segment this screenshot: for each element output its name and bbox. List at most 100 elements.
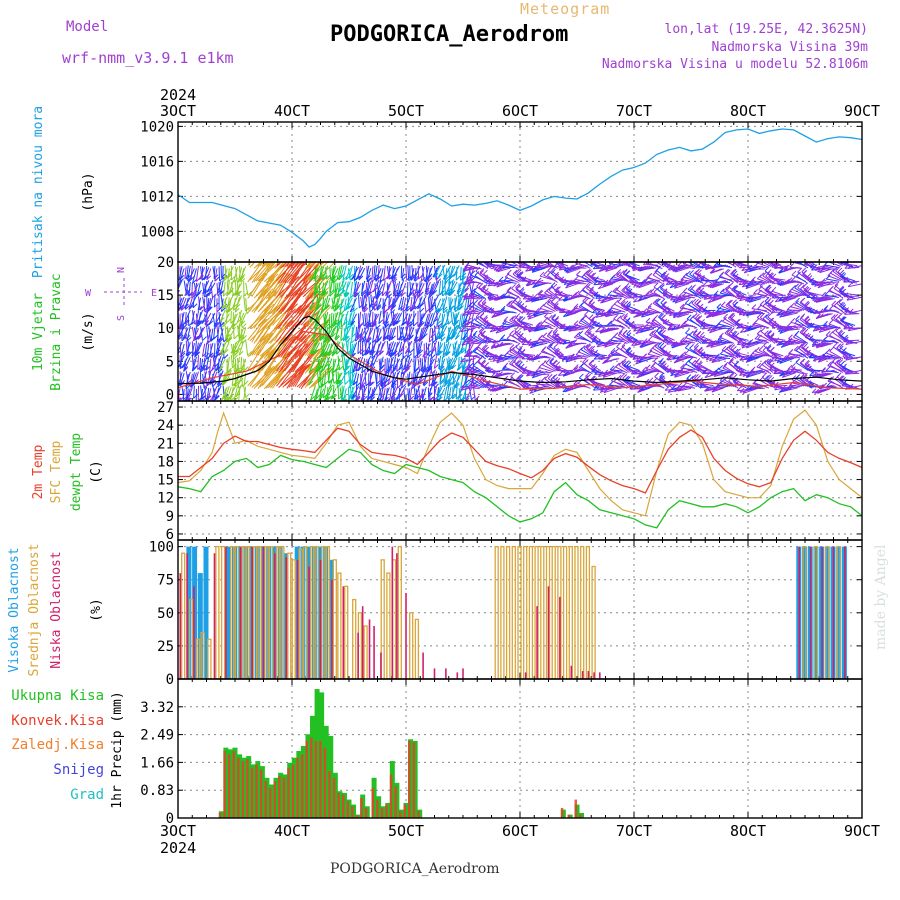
- wind-barb: [192, 356, 197, 370]
- wind-barb: [232, 357, 235, 373]
- wind-barb: [249, 264, 266, 281]
- wind-barb: [308, 371, 316, 386]
- wind-barb: [235, 356, 241, 373]
- wind-barb-flag: [303, 364, 308, 370]
- wind-barb: [314, 358, 321, 372]
- wind-barb: [253, 324, 267, 344]
- model-label: Model: [66, 19, 109, 35]
- wind-barb: [223, 385, 230, 401]
- wind-barb: [324, 387, 333, 401]
- wind-barb: [194, 340, 197, 357]
- wind-barb-flag: [239, 367, 245, 373]
- wind-barb-flag: [311, 246, 315, 250]
- wind-barb: [310, 262, 317, 268]
- wind-barb: [209, 358, 212, 373]
- wind-barb: [220, 280, 224, 295]
- wind-barb-flag: [473, 299, 479, 305]
- wind-barb: [228, 280, 234, 293]
- footer-station: PODGORICA_Aerodrom: [330, 861, 500, 877]
- wind-barb-flag: [517, 254, 521, 258]
- wind-barb-flag: [323, 249, 327, 253]
- wind-barb: [178, 326, 185, 339]
- wind-barb: [337, 386, 340, 400]
- wind-barb: [235, 384, 243, 397]
- wind-barb: [335, 372, 343, 385]
- wind-barb: [330, 388, 337, 400]
- wind-barb: [276, 264, 293, 282]
- wind-barb-flag: [323, 321, 329, 326]
- wind-barb: [226, 370, 232, 382]
- wind-barb: [223, 268, 228, 282]
- wind-barb: [318, 358, 325, 370]
- wind-barb: [383, 265, 386, 281]
- wind-barb-flag: [281, 336, 287, 342]
- wind-barb: [292, 338, 307, 357]
- x-tick-label-top: 9OCT: [844, 102, 880, 120]
- wind-barb: [179, 268, 185, 283]
- wind-barb-flag: [697, 262, 699, 263]
- wind-barb: [251, 264, 265, 284]
- wind-barb-flag: [218, 338, 224, 344]
- wind-barb: [187, 265, 191, 281]
- wind-barb-flag: [238, 337, 243, 343]
- wind-barb-flag: [685, 328, 690, 334]
- y-tick-label: 1020: [140, 119, 174, 135]
- wind-barb: [358, 311, 362, 327]
- wind-barb: [200, 358, 204, 372]
- wind-barb: [313, 281, 323, 296]
- wind-barb: [304, 337, 320, 356]
- wind-barb-flag: [192, 291, 197, 296]
- wind-barb: [327, 358, 333, 371]
- wind-barb: [197, 326, 206, 340]
- wind-barb: [199, 357, 202, 371]
- wind-barb-flag: [538, 334, 543, 340]
- wind-barb: [227, 268, 230, 283]
- wind-barb: [340, 325, 343, 341]
- wind-barb-flag: [320, 308, 326, 314]
- wind-barb: [310, 385, 316, 401]
- wind-barb: [609, 279, 622, 282]
- wind-barb: [343, 370, 346, 385]
- wind-barb-flag: [511, 284, 516, 289]
- wind-barb-flag: [278, 368, 284, 374]
- wind-barb: [284, 352, 299, 372]
- wind-barb: [225, 327, 230, 343]
- wind-barb-flag: [473, 361, 478, 366]
- wind-barb-flag: [235, 382, 241, 388]
- model-elevation-label: Nadmorska Visina u modelu 52.8106m: [601, 57, 868, 72]
- wind-barb: [195, 265, 200, 282]
- wind-barb: [217, 358, 220, 373]
- wind-barb: [267, 371, 284, 389]
- wind-barb: [313, 265, 321, 280]
- wind-barb-flag: [281, 303, 287, 308]
- wind-barb: [197, 355, 200, 370]
- wind-barb-flag: [553, 343, 559, 349]
- wind-barb-flag: [319, 273, 325, 279]
- wind-barb: [324, 326, 327, 340]
- wind-barb-flag: [240, 274, 246, 279]
- wind-barb-flag: [215, 352, 221, 358]
- wind-barb-flag: [180, 352, 186, 358]
- wind-barb: [251, 277, 264, 297]
- wind-barb: [194, 371, 199, 384]
- wind-barb: [255, 279, 271, 297]
- wind-barb-flag: [178, 397, 182, 401]
- wind-barb: [276, 293, 291, 312]
- wind-barb: [197, 281, 202, 295]
- wind-barb: [304, 354, 318, 374]
- wind-barb: [296, 294, 310, 314]
- wind-barb: [220, 326, 225, 342]
- wind-barb: [328, 370, 331, 384]
- wind-barb-flag: [658, 256, 662, 260]
- wind-barb: [282, 262, 288, 268]
- wind-barb-flag: [282, 262, 285, 264]
- wind-barb: [265, 340, 283, 357]
- wind-barb: [271, 355, 286, 374]
- wind-barb: [319, 326, 323, 340]
- wind-barb-flag: [178, 333, 183, 339]
- wind-barb-flag: [274, 245, 278, 249]
- wind-barb-flag: [320, 262, 325, 266]
- wind-barb: [255, 336, 269, 356]
- wind-barb: [257, 309, 274, 327]
- wind-barb: [280, 262, 289, 269]
